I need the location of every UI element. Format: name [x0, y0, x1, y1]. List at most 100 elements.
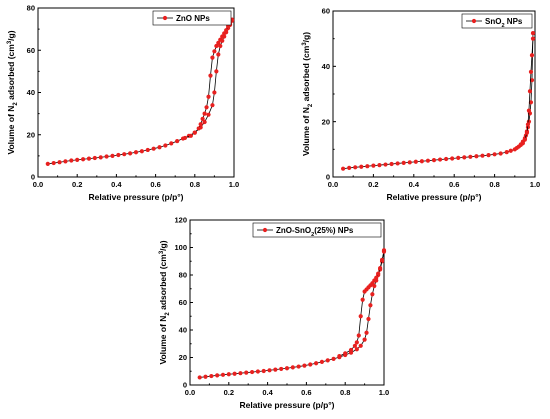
x-tick-label: 0.2 [72, 180, 82, 189]
x-tick-label: 0.0 [33, 180, 43, 189]
adsorption-point [210, 103, 215, 108]
adsorption-point [139, 149, 144, 154]
desorption-point [354, 340, 359, 345]
plot-frame [189, 219, 385, 386]
adsorption-point [314, 361, 319, 366]
desorption-point [362, 289, 367, 294]
adsorption-point [444, 156, 449, 162]
desorption-point [522, 137, 528, 142]
legend-label: SnO2 NPs [485, 17, 523, 29]
desorption-point [198, 122, 203, 127]
adsorption-point [255, 369, 260, 374]
adsorption-point [163, 143, 168, 148]
desorption-point [360, 297, 365, 302]
adsorption-point [528, 100, 534, 105]
x-tick-label: 0.2 [368, 180, 378, 189]
adsorption-point [75, 157, 80, 162]
y-tick-label: 0 [326, 173, 330, 182]
x-axis-title: Relative pressure (p/p°) [386, 192, 481, 202]
desorption-point [529, 53, 535, 58]
x-tick-label: 0.6 [449, 180, 459, 189]
adsorption-point [431, 158, 437, 163]
y-tick-label: 80 [179, 271, 187, 280]
adsorption-point [110, 153, 115, 158]
adsorption-point [492, 152, 497, 157]
y-tick-label: 20 [322, 117, 330, 126]
adsorption-point [80, 157, 86, 162]
adsorption-point [370, 292, 375, 297]
adsorption-point [353, 165, 358, 170]
desorption-point [526, 108, 532, 113]
x-axis-title: Relative pressure (p/p°) [239, 400, 334, 410]
adsorption-point [128, 151, 133, 156]
adsorption-point [238, 371, 243, 376]
desorption-point [218, 37, 223, 42]
y-tick-label: 60 [322, 7, 330, 16]
adsorption-point [468, 154, 473, 159]
adsorption-point [362, 337, 367, 342]
desorption-point [381, 249, 387, 254]
y-tick-label: 20 [179, 353, 187, 362]
adsorption-line [199, 250, 385, 378]
adsorption-point [69, 158, 74, 163]
desorption-point [210, 55, 215, 60]
adsorption-point [319, 359, 325, 364]
x-axis-title: Relative pressure (p/p°) [88, 192, 183, 202]
y-tick-label: 40 [27, 88, 35, 97]
isotherm-panel-zno-sno2: 0.0 0.2 0.4 0.6 0.8 1.0 0 20 40 60 80 100 120 Relativ… [158, 216, 389, 410]
adsorption-point [383, 162, 388, 167]
desorption-point [358, 314, 363, 319]
desorption-point [356, 333, 361, 338]
adsorption-point [226, 372, 231, 377]
desorption-point [376, 271, 381, 276]
adsorption-point [530, 31, 536, 36]
adsorption-point [261, 368, 266, 374]
x-tick-label: 0.4 [409, 180, 420, 189]
adsorption-point [413, 159, 418, 164]
desorption-line [339, 251, 385, 357]
adsorption-point [480, 153, 485, 158]
adsorption-point [331, 356, 336, 361]
adsorption-point [249, 369, 255, 375]
x-tick-label: 0.4 [111, 180, 122, 189]
y-tick-label: 20 [27, 130, 35, 139]
adsorption-point [486, 153, 491, 158]
x-tick-label: 0.2 [224, 388, 234, 397]
adsorption-point [462, 155, 467, 160]
adsorption-point [365, 164, 370, 169]
adsorption-point [425, 158, 431, 163]
y-tick-label: 40 [179, 326, 187, 335]
adsorption-point [290, 365, 295, 370]
x-tick-label: 0.6 [150, 180, 160, 189]
desorption-point [530, 36, 536, 41]
desorption-point [379, 257, 385, 262]
adsorption-point [57, 160, 62, 165]
adsorption-point [86, 156, 92, 161]
adsorption-point [325, 358, 330, 363]
adsorption-point [358, 343, 363, 348]
y-axis-title: Volume of N2 adsorbed (cm3/g) [301, 32, 314, 156]
desorption-point [204, 105, 209, 110]
desorption-point [220, 34, 225, 39]
adsorption-point [474, 154, 479, 159]
desorption-point [202, 111, 207, 116]
desorption-point [337, 354, 342, 359]
desorption-point [527, 89, 533, 94]
adsorption-point [214, 69, 219, 74]
x-tick-label: 1.0 [229, 180, 239, 189]
desorption-point [518, 142, 523, 148]
adsorption-point [157, 145, 162, 150]
adsorption-point [364, 330, 369, 335]
desorption-point [182, 135, 188, 141]
desorption-point [222, 31, 227, 36]
adsorption-point [169, 141, 174, 146]
adsorption-point [216, 52, 221, 57]
adsorption-point [407, 160, 412, 165]
adsorption-point [133, 150, 139, 155]
adsorption-point [92, 155, 97, 161]
adsorption-point [450, 156, 455, 161]
adsorption-point [215, 373, 220, 378]
adsorption-point [347, 165, 352, 170]
adsorption-point [145, 147, 150, 153]
adsorption-point [371, 163, 376, 168]
